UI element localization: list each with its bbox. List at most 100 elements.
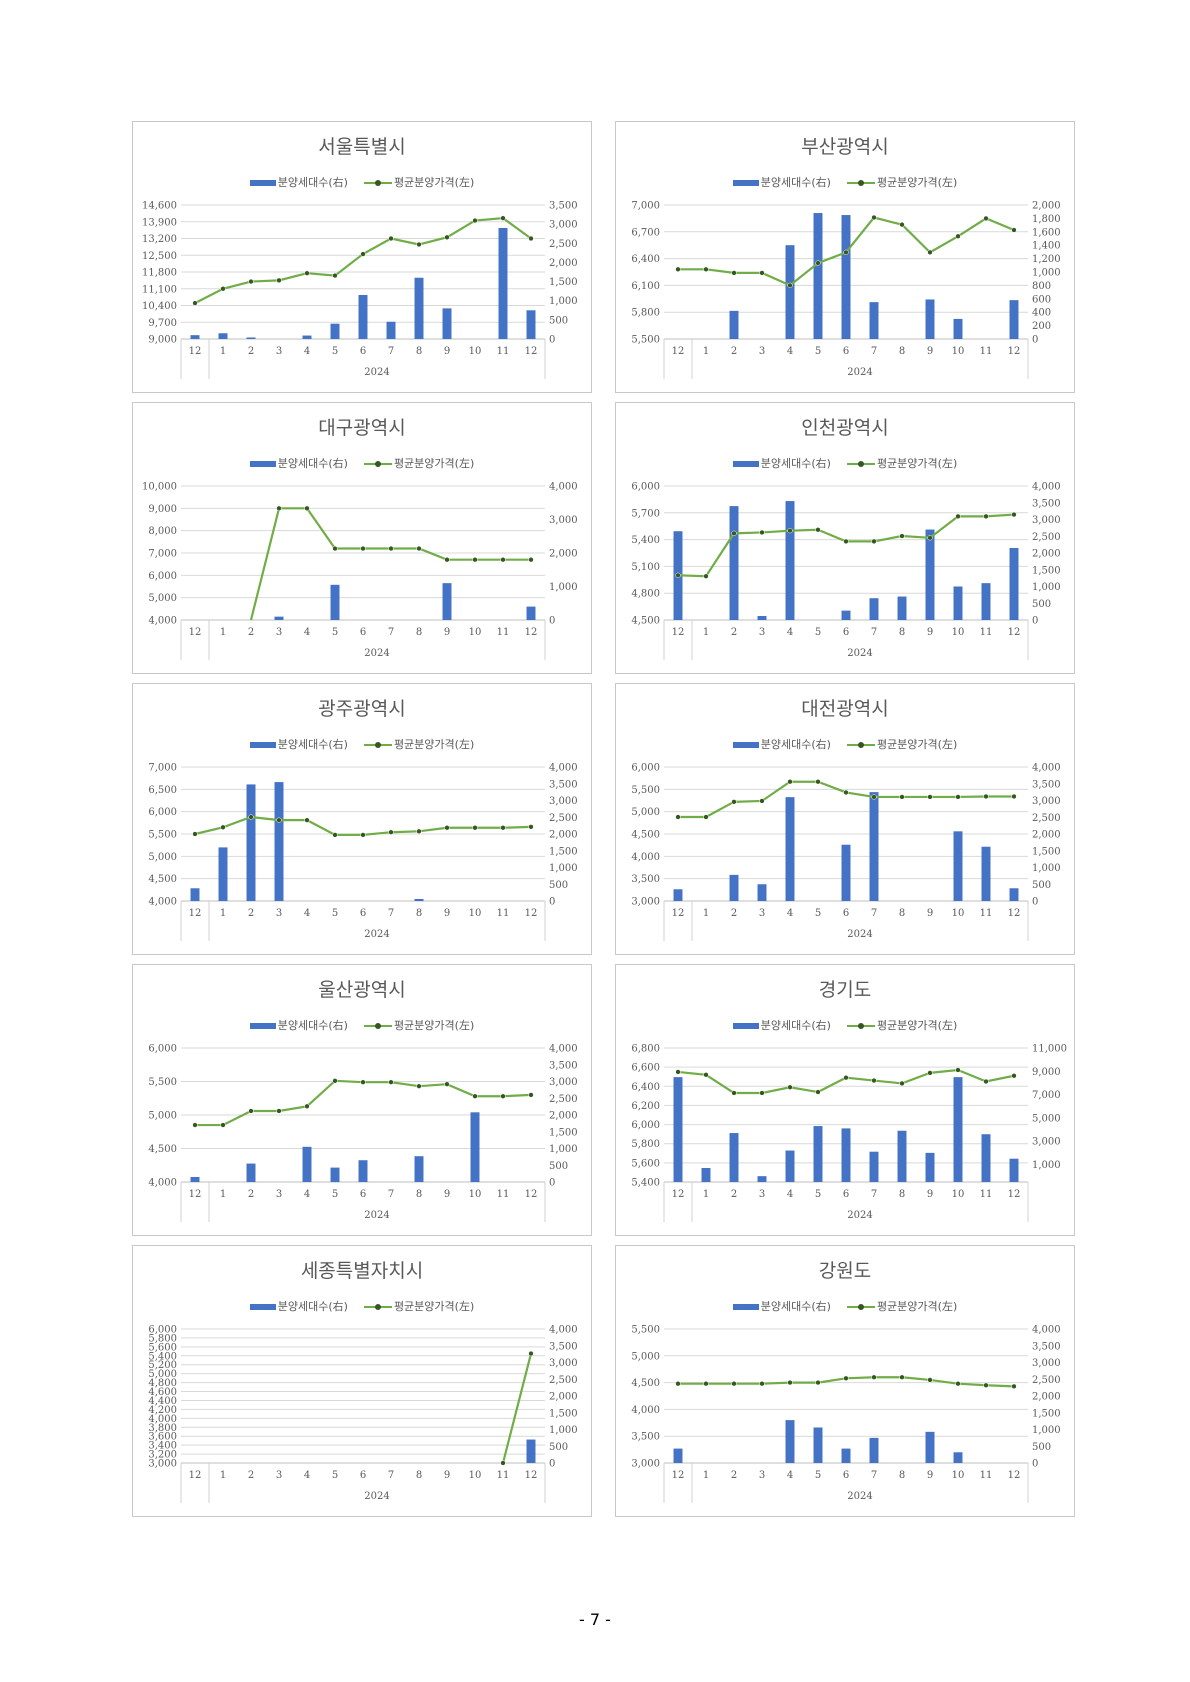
- bar: [953, 586, 963, 620]
- right-tick-label: 3,500: [549, 779, 578, 790]
- x-tick-label: 3: [276, 346, 282, 357]
- legend-bar-label: 분양세대수(右): [760, 1019, 831, 1032]
- right-tick-label: 0: [549, 616, 555, 627]
- bar: [358, 1160, 368, 1182]
- chart-legend: 분양세대수(右) 평균분양가격(左): [616, 174, 1074, 190]
- legend-line-label: 평균분양가격(左): [876, 1300, 958, 1313]
- left-tick-label: 5,500: [631, 1325, 660, 1336]
- price-marker: [416, 545, 422, 552]
- x-tick-label: 5: [815, 346, 821, 357]
- left-tick-label: 4,500: [148, 1144, 177, 1155]
- price-marker: [787, 1084, 793, 1090]
- price-line: [249, 507, 531, 621]
- bar: [785, 1420, 795, 1463]
- left-tick-label: 13,200: [142, 234, 177, 245]
- left-tick-label: 10,000: [142, 482, 177, 493]
- x-tick-label: 6: [843, 1470, 849, 1481]
- price-marker: [332, 272, 338, 279]
- left-tick-label: 5,500: [148, 1077, 177, 1088]
- bar: [841, 1128, 851, 1182]
- left-tick-label: 5,000: [148, 1369, 177, 1380]
- bar: [414, 1156, 424, 1182]
- right-tick-label: 500: [1032, 880, 1051, 891]
- left-tick-label: 4,000: [631, 1405, 660, 1416]
- left-tick-label: 4,500: [631, 616, 660, 627]
- right-tick-label: 2,500: [549, 1094, 578, 1105]
- left-tick-label: 5,600: [148, 1342, 177, 1353]
- price-marker: [759, 529, 765, 536]
- right-tick-label: 2,000: [549, 1111, 578, 1122]
- left-tick-label: 3,400: [148, 1441, 177, 1452]
- right-tick-label: 200: [1032, 321, 1051, 332]
- price-marker: [927, 794, 933, 800]
- chart-svg: 5,400 5,600 5,800 6,000 6,200 6,400 6,600 6,800…: [631, 1044, 1067, 1222]
- left-tick-label: 5,500: [631, 335, 660, 346]
- left-tick-label: 5,400: [148, 1351, 177, 1362]
- bar: [729, 310, 739, 339]
- legend-line-swatch: [363, 460, 392, 468]
- x-tick-label: 1: [703, 908, 709, 919]
- legend-bar-label: 분양세대수(右): [277, 1019, 348, 1032]
- legend-bar-swatch: [249, 180, 276, 186]
- x-tick-label: 12: [672, 346, 685, 357]
- price-marker: [528, 557, 534, 563]
- legend-item-line: 평균분양가격(左): [363, 1298, 474, 1314]
- x-tick-label: 3: [759, 1189, 765, 1200]
- right-tick-label: 4,000: [1032, 763, 1061, 774]
- bar: [757, 1176, 767, 1182]
- bar: [246, 1163, 256, 1182]
- x-tick-label: 3: [759, 1470, 765, 1481]
- left-tick-label: 6,000: [148, 1044, 177, 1055]
- price-line: [677, 513, 1015, 578]
- page-number: - 7 -: [579, 1610, 611, 1629]
- left-tick-label: 4,000: [148, 897, 177, 908]
- bar: [785, 1150, 795, 1182]
- bar: [414, 898, 424, 901]
- price-marker: [843, 789, 849, 796]
- legend-item-line: 평균분양가격(左): [363, 455, 475, 471]
- price-marker: [955, 1067, 961, 1073]
- price-marker: [983, 1078, 989, 1085]
- left-tick-label: 4,000: [148, 616, 177, 627]
- bar: [1009, 300, 1019, 339]
- right-tick-label: 0: [549, 335, 555, 346]
- left-tick-label: 6,600: [631, 1063, 660, 1074]
- price-marker: [304, 270, 310, 276]
- price-marker: [472, 825, 478, 831]
- left-tick-label: 5,800: [148, 1333, 177, 1344]
- chart-legend: 분양세대수(右) 평균분양가격(左): [133, 1017, 591, 1033]
- x-tick-label: 12: [1008, 908, 1021, 919]
- legend-line-swatch: [846, 179, 875, 187]
- bar: [981, 1134, 991, 1182]
- bar: [1009, 547, 1019, 620]
- x-tick-label: 12: [1008, 627, 1021, 638]
- x-tick-label: 12: [1008, 1189, 1021, 1200]
- x-tick-label: 5: [815, 908, 821, 919]
- left-tick-label: 6,700: [631, 227, 660, 238]
- price-marker: [703, 814, 709, 820]
- legend-line-swatch: [363, 741, 392, 749]
- bar: [953, 1452, 963, 1463]
- legend-line-swatch: [846, 741, 875, 749]
- legend-item-line: 평균분양가격(左): [846, 455, 957, 471]
- price-marker: [388, 829, 394, 835]
- x-tick-label: 12: [672, 627, 685, 638]
- x-group-label: 2024: [847, 1491, 872, 1502]
- price-marker: [871, 538, 877, 545]
- x-tick-label: 12: [672, 1189, 685, 1200]
- price-marker: [360, 251, 366, 257]
- right-tick-label: 3,000: [1032, 1137, 1061, 1148]
- legend-line-label: 평균분양가격(左): [876, 1019, 958, 1032]
- left-tick-label: 13,900: [142, 217, 177, 228]
- price-marker: [843, 1075, 849, 1081]
- x-tick-label: 4: [787, 627, 793, 638]
- price-marker: [276, 505, 282, 511]
- x-tick-label: 12: [189, 627, 202, 638]
- left-tick-label: 5,000: [148, 852, 177, 863]
- x-tick-label: 4: [304, 346, 310, 357]
- left-tick-label: 4,800: [148, 1378, 177, 1389]
- bar: [953, 1077, 963, 1182]
- legend-line-label: 평균분양가격(左): [393, 457, 475, 470]
- left-tick-label: 4,000: [148, 1414, 177, 1425]
- x-group-label: 2024: [847, 1210, 872, 1221]
